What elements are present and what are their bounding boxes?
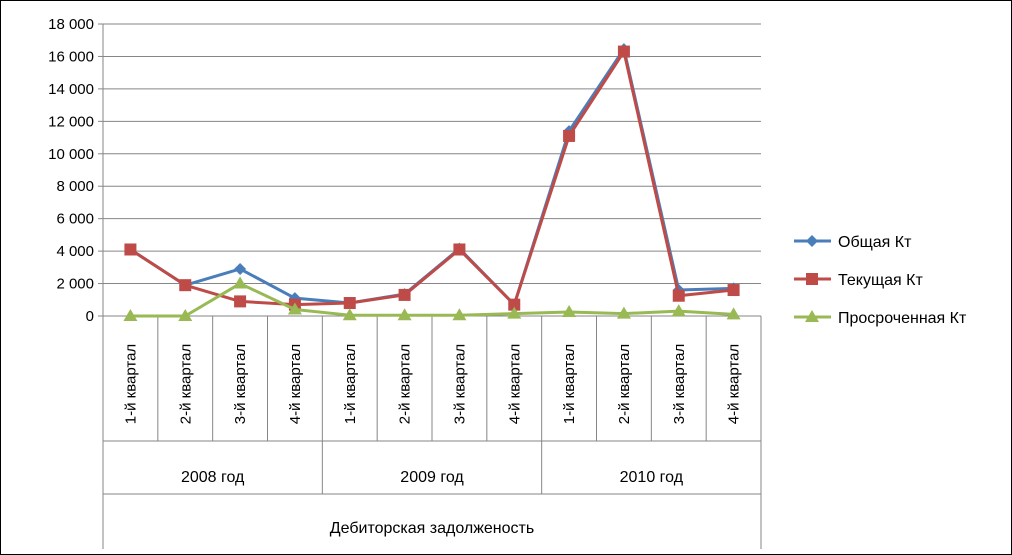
series-group bbox=[124, 45, 740, 311]
legend: Общая Кт Текущая Кт Просроченная Кт bbox=[794, 234, 967, 327]
group-label: 2009 год bbox=[400, 469, 464, 486]
legend-label: Просроченная Кт bbox=[838, 310, 967, 327]
category-label: 2-й квартал bbox=[397, 344, 414, 424]
data-point bbox=[453, 243, 466, 256]
axes bbox=[98, 23, 762, 549]
y-tick-label: 8 000 bbox=[56, 178, 94, 195]
gridlines bbox=[103, 23, 761, 285]
series-group bbox=[123, 276, 741, 321]
data-point bbox=[233, 276, 248, 289]
data-point bbox=[124, 243, 137, 256]
data-point bbox=[234, 262, 247, 275]
category-label: 3-й квартал bbox=[451, 344, 468, 424]
legend-marker bbox=[806, 235, 818, 247]
legend-marker bbox=[805, 310, 819, 322]
category-label: 1-й квартал bbox=[122, 344, 139, 424]
data-point bbox=[563, 129, 576, 142]
data-point bbox=[671, 304, 686, 317]
data-point bbox=[343, 297, 356, 310]
data-point bbox=[398, 288, 411, 301]
y-tick-label: 2 000 bbox=[56, 276, 94, 293]
data-point bbox=[727, 284, 740, 297]
y-tick-label: 18 000 bbox=[48, 16, 94, 33]
category-label: 2-й квартал bbox=[616, 344, 633, 424]
legend-marker bbox=[806, 273, 818, 285]
category-label: 4-й квартал bbox=[506, 344, 523, 424]
category-label: 4-й квартал bbox=[726, 344, 743, 424]
group-label: 2010 год bbox=[620, 469, 684, 486]
data-point bbox=[617, 45, 630, 58]
category-label: 3-й квартал bbox=[232, 344, 249, 424]
legend-item: Просроченная Кт bbox=[794, 310, 967, 327]
y-tick-label: 12 000 bbox=[48, 113, 94, 130]
data-point bbox=[234, 295, 247, 308]
data-point bbox=[562, 304, 577, 317]
legend-item: Общая Кт bbox=[794, 234, 912, 251]
data-point bbox=[616, 306, 631, 319]
series-line bbox=[130, 282, 734, 318]
category-label: 1-й квартал bbox=[561, 344, 578, 424]
data-point bbox=[452, 308, 467, 321]
legend-label: Общая Кт bbox=[838, 234, 912, 251]
category-label: 3-й квартал bbox=[671, 344, 688, 424]
y-tick-label: 10 000 bbox=[48, 146, 94, 163]
data-point bbox=[726, 307, 741, 320]
data-point bbox=[507, 306, 522, 319]
y-tick-label: 14 000 bbox=[48, 81, 94, 98]
series-line bbox=[129, 50, 734, 307]
category-labels: 1-й квартал 2-й квартал 3-й квартал 4-й ква… bbox=[122, 344, 742, 424]
y-tick-label: 16 000 bbox=[48, 48, 94, 65]
y-tick-label: 4 000 bbox=[56, 243, 94, 260]
category-label: 2-й квартал bbox=[177, 344, 194, 424]
y-tick-label: 6 000 bbox=[56, 211, 94, 228]
group-labels: 2008 год 2009 год 2010 год bbox=[181, 469, 684, 486]
group-label: 2008 год bbox=[181, 469, 245, 486]
category-label: 1-й квартал bbox=[342, 344, 359, 424]
y-tick-labels: 0 2 000 4 000 6 000 8 000 10 000 12 000 14 000 1… bbox=[48, 16, 94, 325]
data-point bbox=[397, 308, 412, 321]
data-point bbox=[179, 279, 192, 292]
series-line bbox=[129, 47, 734, 307]
series bbox=[123, 43, 741, 321]
data-point bbox=[287, 302, 302, 315]
legend-label: Текущая Кт bbox=[838, 272, 923, 289]
data-point bbox=[178, 309, 193, 321]
data-point bbox=[508, 298, 521, 311]
data-point bbox=[672, 289, 685, 302]
data-point bbox=[342, 308, 357, 321]
category-label: 4-й квартал bbox=[287, 344, 304, 424]
data-point bbox=[123, 309, 138, 321]
x-axis-title: Дебиторская задолженость bbox=[330, 520, 534, 537]
legend-item: Текущая Кт bbox=[794, 272, 923, 289]
y-tick-label: 0 bbox=[86, 308, 94, 325]
